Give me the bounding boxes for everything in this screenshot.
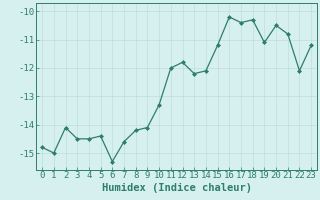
- X-axis label: Humidex (Indice chaleur): Humidex (Indice chaleur): [102, 183, 252, 193]
